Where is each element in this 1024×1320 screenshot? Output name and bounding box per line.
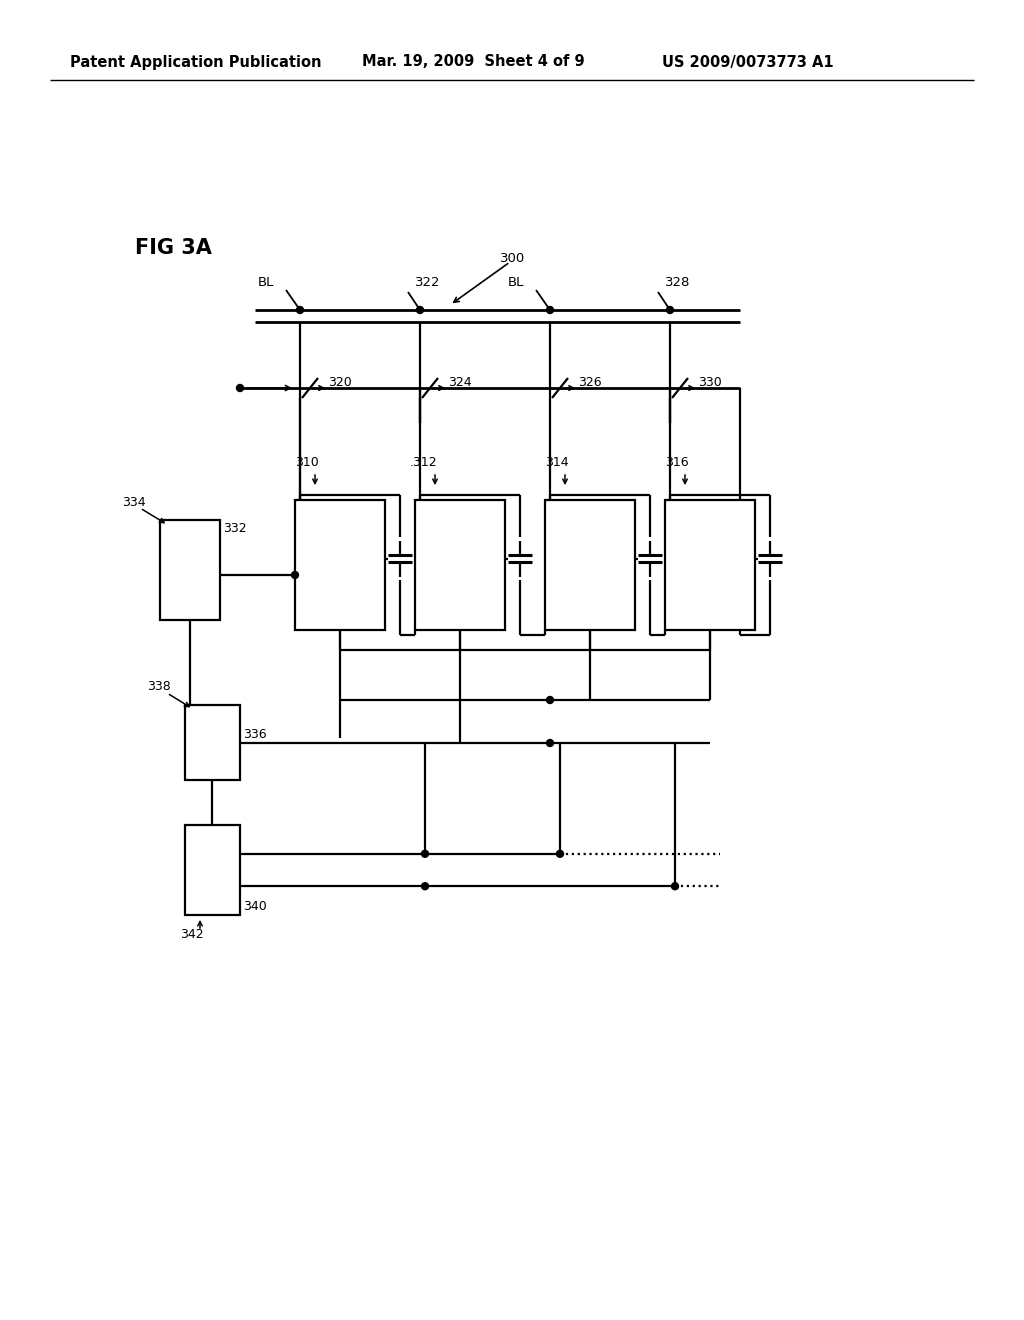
Text: .312: .312	[410, 455, 437, 469]
Circle shape	[297, 306, 303, 314]
Text: 326: 326	[578, 376, 602, 389]
Circle shape	[547, 697, 554, 704]
Circle shape	[237, 384, 244, 392]
Bar	[160, 520, 220, 620]
Text: FIG 3A: FIG 3A	[135, 238, 212, 257]
Text: 320: 320	[328, 376, 352, 389]
Circle shape	[292, 572, 299, 578]
Text: 328: 328	[665, 276, 690, 289]
Circle shape	[667, 306, 674, 314]
Text: 334: 334	[122, 495, 145, 508]
Text: BL: BL	[258, 276, 274, 289]
Text: 314: 314	[545, 455, 568, 469]
Text: 338: 338	[147, 681, 171, 693]
Text: Mar. 19, 2009  Sheet 4 of 9: Mar. 19, 2009 Sheet 4 of 9	[362, 54, 585, 70]
Bar	[665, 500, 755, 630]
Text: Patent Application Publication: Patent Application Publication	[70, 54, 322, 70]
Circle shape	[417, 306, 424, 314]
Text: 330: 330	[698, 376, 722, 389]
Text: 336: 336	[243, 729, 266, 742]
Text: 324: 324	[449, 376, 472, 389]
Text: 340: 340	[243, 900, 266, 913]
Circle shape	[556, 850, 563, 857]
Circle shape	[547, 739, 554, 747]
Text: 322: 322	[415, 276, 440, 289]
Bar	[545, 500, 635, 630]
Bar	[185, 825, 240, 915]
Text: 300: 300	[500, 252, 525, 264]
Bar	[185, 705, 240, 780]
Text: 342: 342	[180, 928, 204, 941]
Bar	[415, 500, 505, 630]
Circle shape	[422, 883, 428, 890]
Text: US 2009/0073773 A1: US 2009/0073773 A1	[662, 54, 834, 70]
Text: 310: 310	[295, 455, 318, 469]
Circle shape	[672, 883, 679, 890]
Circle shape	[547, 306, 554, 314]
Text: 332: 332	[223, 521, 247, 535]
Circle shape	[422, 850, 428, 857]
Text: 316: 316	[665, 455, 688, 469]
Text: BL: BL	[508, 276, 524, 289]
Bar	[295, 500, 385, 630]
